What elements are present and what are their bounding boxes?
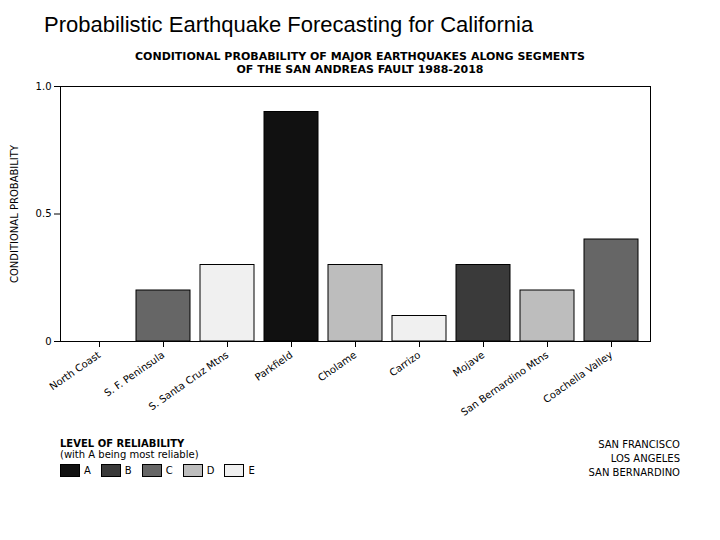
svg-text:Parkfield: Parkfield — [253, 349, 295, 383]
html-text:A: A — [84, 465, 91, 476]
html-text:C: C — [165, 465, 173, 476]
svg-text:Coachella Valley: Coachella Valley — [541, 349, 614, 405]
svg-text:0: 0 — [45, 336, 51, 347]
svg-text:San Bernardino Mtns: San Bernardino Mtns — [459, 349, 551, 418]
svg-text:S. F. Peninsula: S. F. Peninsula — [102, 349, 166, 399]
svg-text:North Coast: North Coast — [47, 349, 102, 392]
html-text:B: B — [124, 465, 132, 476]
svg-text:0.5: 0.5 — [36, 208, 52, 219]
svg-text:1.0: 1.0 — [36, 81, 52, 92]
html-text:Probabilistic Earthquake Forec: Probabilistic Earthquake Forecasting for… — [44, 12, 534, 37]
svg-text:Cholame: Cholame — [316, 349, 359, 383]
svg-text:S. Santa Cruz Mtns: S. Santa Cruz Mtns — [147, 349, 231, 412]
html-text:LEVEL OF RELIABILITY: LEVEL OF RELIABILITY — [60, 438, 185, 449]
html-text:SAN FRANCISCO: SAN FRANCISCO — [598, 439, 680, 450]
svg-text:CONDITIONAL PROBABILITY: CONDITIONAL PROBABILITY — [9, 144, 20, 283]
html-text:CONDITIONAL PROBABILITY OF MAJ: CONDITIONAL PROBABILITY OF MAJOR EARTHQU… — [135, 50, 585, 63]
html-text:SAN BERNARDINO: SAN BERNARDINO — [588, 467, 680, 478]
html-text:OF THE SAN ANDREAS FAULT 1988-: OF THE SAN ANDREAS FAULT 1988-2018 — [236, 63, 484, 76]
html-text:D: D — [206, 465, 215, 476]
html-text:E: E — [248, 465, 255, 476]
svg-text:Carrizo: Carrizo — [387, 349, 422, 378]
html-text:LOS ANGELES: LOS ANGELES — [610, 453, 680, 464]
svg-text:Mojave: Mojave — [451, 349, 487, 379]
html-text:(with A being most reliable): (with A being most reliable) — [60, 449, 199, 460]
